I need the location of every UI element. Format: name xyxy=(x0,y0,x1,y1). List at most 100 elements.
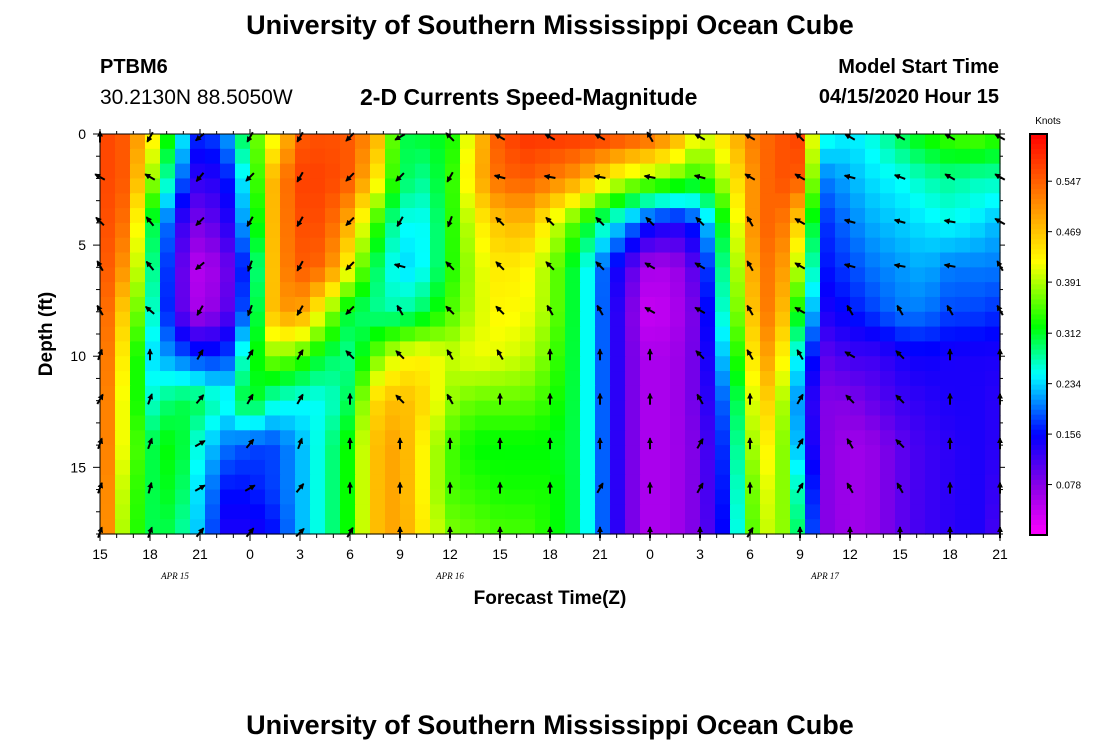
heatmap-cell xyxy=(820,356,836,372)
heatmap-cell xyxy=(895,519,911,535)
heatmap-cell xyxy=(625,371,641,387)
heatmap-cell xyxy=(220,178,236,194)
current-arrow xyxy=(746,215,754,227)
heatmap-cell xyxy=(490,148,506,165)
heatmap-cell xyxy=(295,208,311,224)
heatmap-cell xyxy=(610,163,626,180)
heatmap-cell xyxy=(730,237,746,254)
heatmap-cell xyxy=(325,430,341,446)
heatmap-cell xyxy=(370,267,386,283)
current-arrow xyxy=(147,437,153,450)
heatmap-cell xyxy=(400,311,416,328)
heatmap-cell xyxy=(775,208,791,224)
heatmap-cell xyxy=(355,519,371,535)
current-arrow xyxy=(295,483,305,493)
heatmap-cell xyxy=(760,252,776,268)
heatmap-cell xyxy=(100,252,116,268)
heatmap-cell xyxy=(760,371,776,387)
heatmap-cell xyxy=(790,237,806,254)
heatmap-cell xyxy=(820,178,836,194)
heatmap-cell xyxy=(340,311,356,328)
heatmap-cell xyxy=(280,371,296,387)
heatmap-cell xyxy=(925,282,941,298)
heatmap-cell xyxy=(505,222,521,239)
heatmap-cell xyxy=(880,134,896,150)
heatmap-cell xyxy=(535,459,551,476)
heatmap-cell xyxy=(625,356,641,372)
heatmap-cell xyxy=(325,326,341,342)
heatmap-cell xyxy=(850,282,866,298)
heatmap-cell xyxy=(520,282,536,298)
heatmap-cell xyxy=(535,341,551,357)
heatmap-cell xyxy=(535,474,551,491)
heatmap-cell xyxy=(745,237,761,254)
current-arrow xyxy=(196,305,204,316)
heatmap-cell xyxy=(865,356,881,372)
heatmap-cell xyxy=(385,296,401,313)
heatmap-cell xyxy=(355,267,371,283)
heatmap-cell xyxy=(100,282,116,298)
heatmap-cell xyxy=(595,178,611,194)
heatmap-cell xyxy=(640,459,656,476)
colorbar-swatch xyxy=(1030,474,1047,481)
current-arrow xyxy=(895,350,905,360)
heatmap-cell xyxy=(460,445,476,461)
heatmap-cell xyxy=(865,134,881,150)
current-arrow xyxy=(694,262,706,270)
heatmap-cell xyxy=(820,400,836,417)
heatmap-cell xyxy=(850,519,866,535)
heatmap-cell xyxy=(880,430,896,446)
heatmap-cell xyxy=(835,296,851,313)
heatmap-cell xyxy=(220,385,236,402)
heatmap-cell xyxy=(370,134,386,150)
heatmap-cell xyxy=(940,193,956,209)
heatmap-cell xyxy=(160,148,176,165)
heatmap-cell xyxy=(145,193,161,209)
colorbar-swatch xyxy=(1030,509,1047,516)
heatmap-cell xyxy=(565,356,581,372)
heatmap-cell xyxy=(670,519,686,535)
heatmap-cell xyxy=(685,208,701,224)
heatmap-cell xyxy=(820,311,836,328)
heatmap-cell xyxy=(175,430,191,446)
heatmap-cell xyxy=(850,371,866,387)
heatmap-cell xyxy=(850,193,866,209)
heatmap-cell xyxy=(505,356,521,372)
heatmap-cell xyxy=(100,385,116,402)
heatmap-cell xyxy=(715,296,731,313)
heatmap-cell xyxy=(310,252,326,268)
heatmap-cell xyxy=(565,163,581,180)
heatmap-cell xyxy=(415,430,431,446)
heatmap-cell xyxy=(850,252,866,268)
heatmap-cell xyxy=(970,445,986,461)
heatmap-cell xyxy=(760,474,776,491)
station-coordinates: 30.2130N 88.5050W xyxy=(100,86,293,109)
heatmap-cell xyxy=(550,519,566,535)
heatmap-cell xyxy=(970,296,986,313)
heatmap-cell xyxy=(655,356,671,372)
heatmap-cell xyxy=(400,134,416,150)
heatmap-cell xyxy=(880,445,896,461)
heatmap-cell xyxy=(445,474,461,491)
heatmap-cell xyxy=(655,296,671,313)
heatmap-cell xyxy=(130,519,146,535)
heatmap-cell xyxy=(520,371,536,387)
heatmap-cell xyxy=(595,459,611,476)
heatmap-cell xyxy=(535,504,551,520)
heatmap-cell xyxy=(850,267,866,283)
heatmap-cell xyxy=(280,474,296,491)
heatmap-cell xyxy=(535,371,551,387)
heatmap-cell xyxy=(580,252,596,268)
heatmap-cell xyxy=(655,163,671,180)
heatmap-cell xyxy=(490,385,506,402)
heatmap-cell xyxy=(565,326,581,342)
heatmap-cell xyxy=(475,311,491,328)
heatmap-cell xyxy=(115,519,131,535)
heatmap-cell xyxy=(790,208,806,224)
x-tick-label: 21 xyxy=(192,546,208,562)
heatmap-cell xyxy=(115,356,131,372)
heatmap-cell xyxy=(415,385,431,402)
heatmap-cell xyxy=(145,237,161,254)
heatmap-cell xyxy=(160,282,176,298)
heatmap-cell xyxy=(940,163,956,180)
